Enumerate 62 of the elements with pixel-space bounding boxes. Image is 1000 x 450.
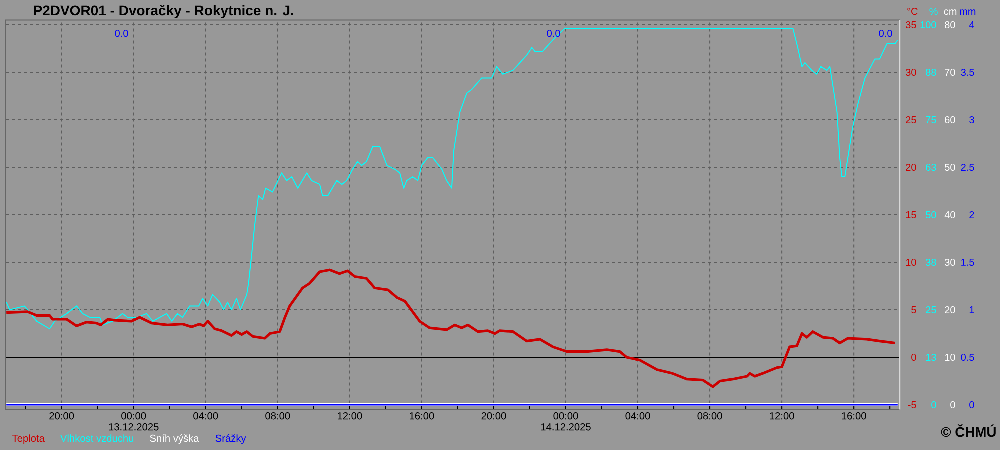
y3-tick-label: 40	[944, 211, 956, 219]
y2-tick-label: 100	[920, 21, 936, 29]
y-tick-label: 0.5	[961, 354, 974, 362]
y3-tick-label: 30	[944, 258, 956, 266]
x-tick-label: 20:00	[50, 412, 74, 420]
text: Sníh výška	[150, 434, 200, 444]
y-tick-label: 25	[906, 116, 916, 124]
annotation: 0.0	[547, 30, 560, 38]
annotation: 0.0	[879, 30, 892, 38]
y-tick-label: 2.5	[961, 164, 974, 172]
y-tick-label: 0	[912, 354, 916, 362]
x-tick-label: 12:00	[770, 412, 794, 420]
y-tick-label: 0	[970, 401, 974, 409]
x-tick-label: 16:00	[842, 412, 866, 420]
y-tick-label: 10	[906, 258, 916, 266]
chart-title: P2DVOR01 - Dvoračky - Rokytnice n. J.	[34, 5, 294, 18]
y-tick-label: 2	[970, 212, 974, 218]
y-axis-title: mm	[960, 10, 976, 15]
y3-tick-label: 10	[945, 354, 956, 362]
annotation: 0.0	[115, 30, 128, 38]
y-tick-label: 20	[906, 164, 916, 172]
y2-tick-label: 0	[932, 401, 936, 409]
x-tick-label: 04:00	[626, 412, 650, 420]
y-tick-label: 3.5	[961, 68, 974, 76]
y3-tick-label: 70	[945, 68, 956, 76]
y2-tick-label: 38	[926, 258, 936, 266]
x-tick-label: 04:00	[194, 412, 218, 420]
x-tick-label: 08:00	[266, 412, 290, 420]
text: Vlhkost vzduchu	[60, 434, 134, 442]
y3-axis-title: cm	[944, 10, 957, 16]
y-tick-label: -5	[908, 402, 916, 408]
y2-tick-label: 25	[926, 306, 936, 314]
y-tick-label: 3	[970, 116, 974, 124]
y-tick-label: 35	[906, 21, 916, 29]
y-tick-label: 30	[906, 68, 916, 76]
y3-tick-label: 50	[945, 164, 956, 172]
text: Srážky	[216, 434, 246, 444]
y-tick-label: 1	[970, 306, 974, 314]
y3-tick-label: 0	[950, 401, 956, 409]
x-tick-label: 20:00	[482, 412, 506, 420]
x-tick-label: 00:00 13.12.2025	[109, 412, 159, 431]
y2-tick-label: 88	[926, 68, 936, 76]
y2-tick-label: 50	[926, 211, 936, 219]
x-tick-label: 16:00	[410, 412, 434, 420]
y2-tick-label: 75	[926, 116, 936, 124]
text: © ČHMÚ	[941, 424, 996, 438]
x-tick-label: 00:00 14.12.2025	[541, 412, 591, 431]
y3-tick-label: 60	[945, 116, 956, 124]
y2-axis-title: %	[930, 8, 938, 16]
y-axis-title: °C	[908, 8, 918, 16]
y-tick-label: 15	[906, 212, 916, 218]
y2-tick-label: 63	[926, 164, 936, 172]
y3-tick-label: 80	[945, 21, 956, 29]
x-tick-label: 12:00	[338, 412, 362, 420]
line-series	[5, 268, 897, 388]
y-tick-label: 1.5	[962, 259, 974, 266]
x-tick-label: 08:00	[698, 412, 722, 420]
y-tick-label: 5	[912, 306, 916, 314]
y-tick-label: 4	[969, 22, 974, 28]
text: Teplota	[12, 434, 45, 444]
y2-tick-label: 13	[926, 354, 936, 362]
y3-tick-label: 20	[945, 306, 956, 314]
